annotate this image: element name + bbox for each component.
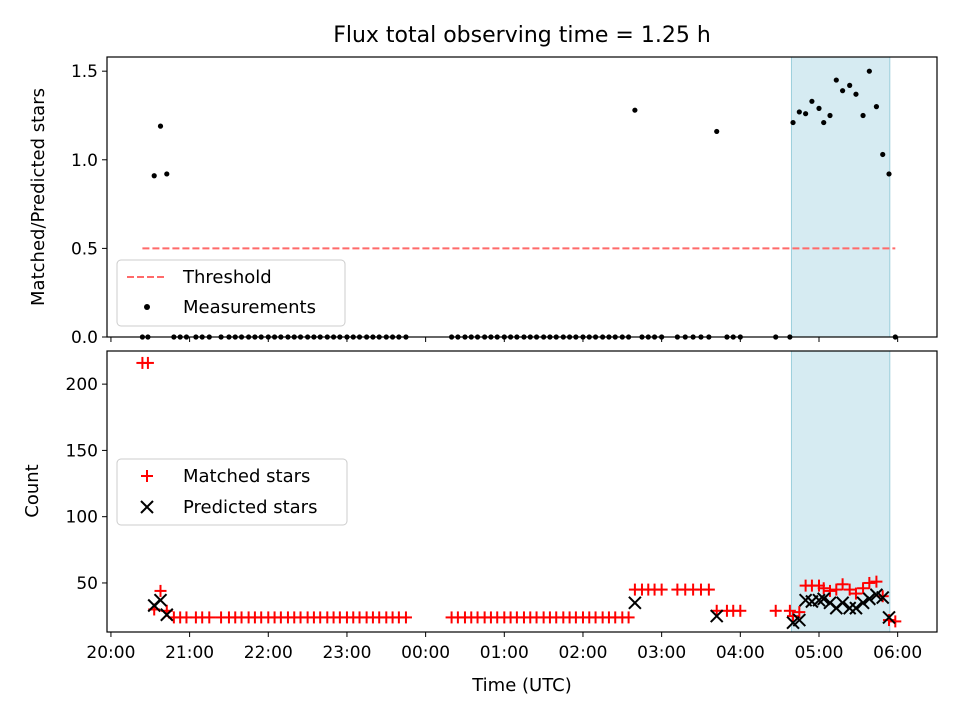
measurement-point bbox=[809, 98, 815, 104]
bottom-ytick-label: 200 bbox=[66, 375, 98, 395]
predicted-point bbox=[856, 596, 870, 610]
bottom-xtick-label: 02:00 bbox=[558, 643, 607, 663]
top-highlight-span bbox=[790, 56, 891, 338]
bottom-xlabel: Time (UTC) bbox=[471, 675, 572, 696]
bottom-legend-frame bbox=[116, 458, 348, 526]
bottom-axes: 50 100 150 200 20:00 21:00 22:00 23:00 00:00 01:0… bbox=[66, 350, 938, 663]
matched-point bbox=[734, 604, 747, 617]
measurement-point bbox=[632, 107, 638, 113]
measurement-point bbox=[151, 173, 157, 179]
top-axes-frame bbox=[106, 56, 938, 338]
measurement-point bbox=[827, 112, 833, 119]
matched-point bbox=[836, 578, 849, 591]
measurement-point bbox=[164, 171, 170, 177]
legend-predicted-label: Predicted stars bbox=[183, 497, 317, 518]
chart-title: Flux total observing time = 1.25 h bbox=[333, 23, 711, 48]
predicted-point bbox=[876, 590, 890, 605]
measurement-point bbox=[873, 104, 880, 110]
top-ytick-label: 1.5 bbox=[71, 62, 98, 82]
top-ytick-label: 1.0 bbox=[71, 151, 98, 171]
bottom-xtick-label: 00:00 bbox=[401, 643, 450, 663]
bottom-legend: Matched stars Predicted stars bbox=[116, 458, 348, 526]
top-ytick-label: 0.0 bbox=[71, 328, 98, 348]
top-axes: 0.0 0.5 1.0 1.5 bbox=[71, 56, 938, 348]
legend-matched-label: Matched stars bbox=[183, 466, 310, 487]
top-ylabel: Matched/Predicted stars bbox=[28, 88, 49, 306]
matched-point bbox=[154, 584, 167, 597]
matched-point bbox=[203, 611, 216, 624]
bottom-ytick-label: 100 bbox=[66, 508, 98, 528]
predicted-point bbox=[882, 610, 896, 625]
predicted-point bbox=[812, 593, 826, 607]
bottom-xtick-label: 01:00 bbox=[480, 643, 529, 663]
bottom-xtick-label: 06:00 bbox=[873, 643, 922, 663]
measurement-point bbox=[803, 111, 809, 117]
bottom-xtick-label: 03:00 bbox=[637, 643, 686, 663]
measurement-point bbox=[821, 119, 827, 126]
predicted-point bbox=[628, 596, 642, 610]
matched-point bbox=[622, 611, 635, 624]
measurement-point bbox=[853, 91, 859, 97]
predicted-point bbox=[792, 613, 807, 627]
top-ytick-label: 0.5 bbox=[71, 239, 98, 259]
matched-point bbox=[141, 356, 154, 369]
measurement-point bbox=[714, 128, 720, 135]
measurement-point bbox=[860, 112, 866, 119]
bottom-ytick-label: 50 bbox=[76, 574, 98, 594]
measurement-point bbox=[833, 77, 839, 83]
measurement-point bbox=[880, 151, 886, 158]
measurement-point bbox=[790, 119, 796, 126]
matched-point bbox=[857, 582, 870, 595]
measurement-point bbox=[796, 109, 802, 115]
legend-measurements-label: Measurements bbox=[183, 297, 316, 318]
matched-point bbox=[399, 611, 412, 624]
matched-point bbox=[787, 610, 800, 623]
matched-point bbox=[702, 583, 715, 596]
predicted-point bbox=[710, 609, 724, 623]
matched-point bbox=[793, 606, 806, 619]
bottom-xtick-label: 23:00 bbox=[322, 643, 371, 663]
top-legend-frame bbox=[116, 259, 346, 327]
measurement-point bbox=[816, 105, 822, 111]
bottom-axes-frame bbox=[106, 350, 938, 633]
predicted-point bbox=[817, 592, 831, 606]
matched-point bbox=[824, 584, 837, 597]
matched-point bbox=[843, 583, 856, 596]
predicted-point bbox=[835, 596, 850, 610]
matched-point bbox=[769, 604, 782, 617]
matched-point bbox=[870, 575, 883, 588]
bottom-xtick-label: 21:00 bbox=[165, 643, 214, 663]
measurement-point bbox=[157, 123, 164, 129]
bottom-xtick-label: 04:00 bbox=[716, 643, 765, 663]
matched-point bbox=[849, 587, 862, 600]
matched-point bbox=[863, 576, 876, 589]
bottom-ytick-label: 150 bbox=[66, 441, 98, 461]
measurement-point bbox=[847, 82, 853, 88]
legend-threshold-label: Threshold bbox=[182, 267, 272, 288]
measurement-point bbox=[839, 88, 846, 94]
predicted-point bbox=[842, 601, 857, 615]
bottom-xtick-label: 20:00 bbox=[86, 643, 135, 663]
predicted-point bbox=[862, 592, 877, 606]
matched-point bbox=[830, 583, 843, 596]
measurement-point bbox=[886, 171, 892, 177]
bottom-ylabel: Count bbox=[22, 464, 43, 517]
matched-point bbox=[655, 583, 668, 596]
bottom-xtick-label: 05:00 bbox=[794, 643, 843, 663]
matched-point bbox=[817, 582, 830, 595]
legend-predicted-swatch bbox=[140, 500, 154, 514]
measurement-point bbox=[866, 68, 872, 74]
predicted-point bbox=[849, 601, 863, 615]
legend-measurements-swatch bbox=[144, 304, 150, 310]
top-legend: Threshold Measurements bbox=[116, 259, 346, 327]
legend-matched-swatch bbox=[141, 470, 153, 482]
predicted-point bbox=[153, 593, 168, 607]
predicted-point bbox=[160, 608, 174, 622]
bottom-xtick-label: 22:00 bbox=[244, 643, 293, 663]
matched-point bbox=[889, 615, 902, 628]
